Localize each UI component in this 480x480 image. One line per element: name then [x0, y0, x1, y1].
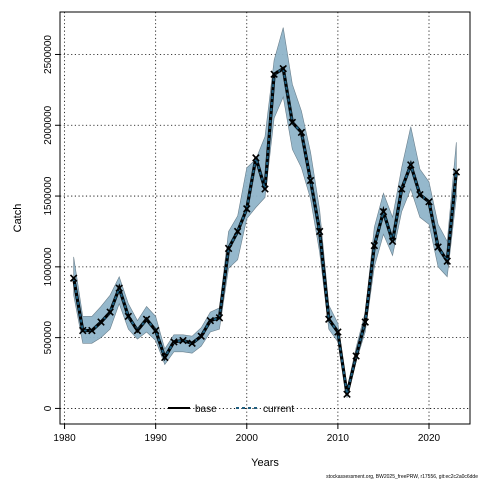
data-point-marker	[88, 326, 96, 335]
data-point-marker	[206, 316, 215, 325]
x-tick-label: 2010	[327, 433, 350, 444]
data-point-marker	[224, 244, 233, 253]
confidence-band	[73, 27, 457, 398]
legend-base-label: base	[195, 404, 217, 415]
data-point-marker	[306, 176, 315, 185]
data-point-marker	[434, 243, 442, 251]
x-axis-title: Years	[251, 457, 279, 469]
plot-frame	[59, 11, 471, 425]
data-point-marker	[288, 118, 297, 127]
data-point-marker	[379, 207, 388, 216]
data-point-marker	[452, 168, 461, 176]
data-point-marker	[170, 338, 178, 346]
data-point-marker	[197, 332, 205, 340]
y-tick-label: 1000000	[43, 247, 54, 286]
data-point-marker	[151, 326, 160, 335]
legend: base current	[168, 404, 294, 415]
data-point-marker	[69, 274, 78, 282]
data-point-marker	[279, 64, 287, 73]
data-point-marker	[425, 197, 433, 206]
data-point-marker	[325, 315, 333, 323]
x-tick-label: 2020	[418, 433, 441, 444]
x-axis: 1980 1990 2000 2010 2020	[53, 424, 441, 444]
series-line-layer	[72, 66, 458, 395]
y-axis: 0 500000 1000000 1500000 2000000 2500000	[43, 35, 60, 411]
data-point-marker	[188, 339, 196, 348]
x-tick-label: 1990	[145, 433, 168, 444]
data-point-marker	[334, 328, 342, 336]
data-point-marker	[352, 352, 360, 360]
data-point-marker	[215, 314, 224, 322]
series-current-line	[72, 66, 458, 395]
data-point-marker	[233, 227, 242, 236]
y-tick-label: 0	[43, 405, 54, 411]
x-tick-label: 2000	[236, 433, 259, 444]
grid-lines	[60, 12, 470, 424]
data-point-marker	[124, 312, 133, 321]
y-tick-label: 2000000	[43, 105, 54, 144]
data-point-marker	[361, 318, 369, 326]
data-point-marker	[161, 353, 169, 362]
data-point-marker	[370, 241, 379, 250]
legend-current-label: current	[263, 404, 294, 415]
data-point-marker	[142, 315, 151, 323]
y-tick-label: 500000	[43, 321, 54, 355]
data-point-marker	[133, 326, 142, 335]
y-tick-label: 2500000	[43, 35, 54, 74]
data-point-marker	[270, 70, 278, 79]
data-point-marker	[397, 185, 406, 193]
data-point-marker	[388, 237, 397, 246]
y-tick-label: 1500000	[43, 176, 54, 215]
data-point-marker	[179, 336, 187, 345]
data-point-marker	[261, 185, 269, 193]
data-point-marker	[243, 205, 251, 213]
data-point-marker	[315, 227, 324, 236]
data-point-marker	[416, 190, 424, 199]
data-point-marker	[106, 308, 114, 316]
y-axis-title: Catch	[12, 204, 24, 233]
x-tick-label: 1980	[53, 433, 76, 444]
data-point-marker	[443, 257, 451, 265]
data-point-marker	[115, 284, 123, 292]
data-point-marker	[407, 161, 415, 169]
confidence-band-layer	[73, 27, 457, 398]
data-point-marker	[297, 128, 306, 137]
footer-source-text: stockassessment.org, BW2025_freePRW, r17…	[326, 474, 478, 480]
data-markers-layer	[69, 64, 461, 399]
data-point-marker	[343, 390, 351, 399]
data-point-marker	[97, 318, 105, 326]
data-point-marker	[252, 154, 260, 162]
series-current-line-shadow	[72, 66, 458, 395]
data-point-marker	[79, 326, 87, 335]
